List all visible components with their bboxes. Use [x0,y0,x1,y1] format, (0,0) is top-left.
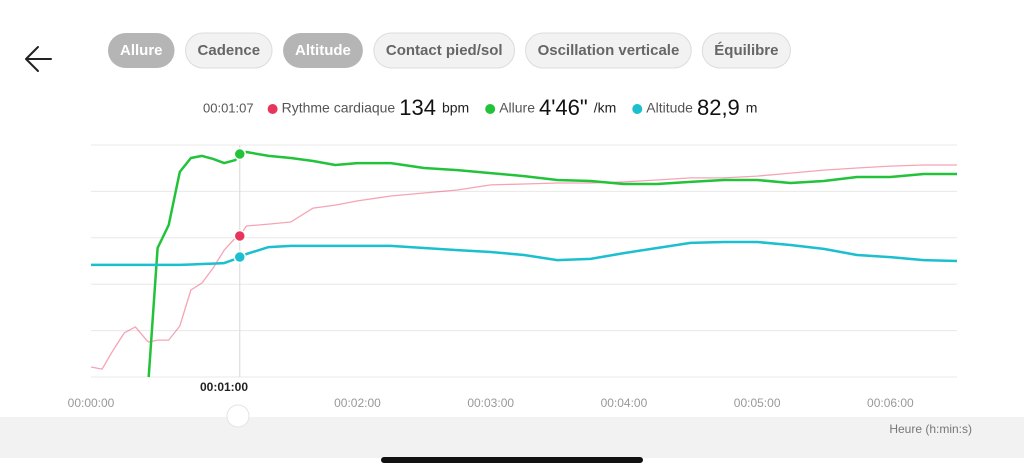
tab[interactable]: Altitude [283,33,363,68]
readout-name: Rythme cardiaque [282,100,396,116]
series-line [91,240,958,267]
readout-unit: /km [594,100,617,116]
readout-unit: bpm [442,100,469,116]
x-tick-label: 00:00:00 [68,396,115,410]
home-indicator [381,457,643,463]
legend-dot [485,104,496,114]
readout: 00:01:07 Rythme cardiaque 134 bpm Allure 4'46… [203,95,757,120]
x-axis-label: Heure (h:min:s) [889,422,972,436]
tab-label: Allure [120,42,163,59]
cursor-dot [233,250,247,264]
chart: 00:00:00 00:02:00 00:03:00 00:04:00 00:05:00… [68,144,972,436]
tab[interactable]: Cadence [185,32,273,69]
readout-value: 82,9 [697,95,740,120]
readout-name: Altitude [646,100,693,116]
readout-time: 00:01:07 [203,100,254,115]
timeline-bar [0,417,1024,458]
back-button[interactable] [25,46,52,72]
tab-label: Cadence [198,42,261,59]
readout-name: Allure [499,100,535,116]
slider-knob[interactable] [226,404,250,428]
cursor-dot [233,229,247,243]
tab-bg [283,33,363,68]
readout-value: 4'46" [539,95,588,120]
tab[interactable]: Allure [108,33,175,68]
tab-bar: Allure Cadence Altitude Contact pied/sol Osc… [108,32,791,69]
tab[interactable]: Contact pied/sol [373,32,516,69]
tab-label: Équilibre [714,42,778,59]
tab-label: Contact pied/sol [386,42,503,59]
tab-label: Oscillation verticale [538,42,680,59]
cursor-label: 00:01:00 [200,380,248,394]
x-tick-label: 00:04:00 [601,396,648,410]
tab-label: Altitude [295,42,351,59]
x-tick-label: 00:06:00 [867,396,914,410]
tab-bg [185,32,273,69]
legend-dot [632,104,643,114]
readout-value: 134 [399,95,436,120]
series-line [147,150,957,378]
legend-dot [267,104,278,114]
tab-bg [108,33,175,68]
x-tick-label: 00:02:00 [334,396,381,410]
x-tick-label: 00:05:00 [734,396,781,410]
cursor-dot [233,147,247,161]
x-tick-label: 00:03:00 [467,396,514,410]
tab[interactable]: Oscillation verticale [525,32,692,69]
series-line [90,164,957,370]
tab-bg [701,32,791,69]
tab-bg [373,32,516,69]
tab[interactable]: Équilibre [701,32,791,69]
readout-unit: m [746,100,758,116]
tab-bg [525,32,692,69]
